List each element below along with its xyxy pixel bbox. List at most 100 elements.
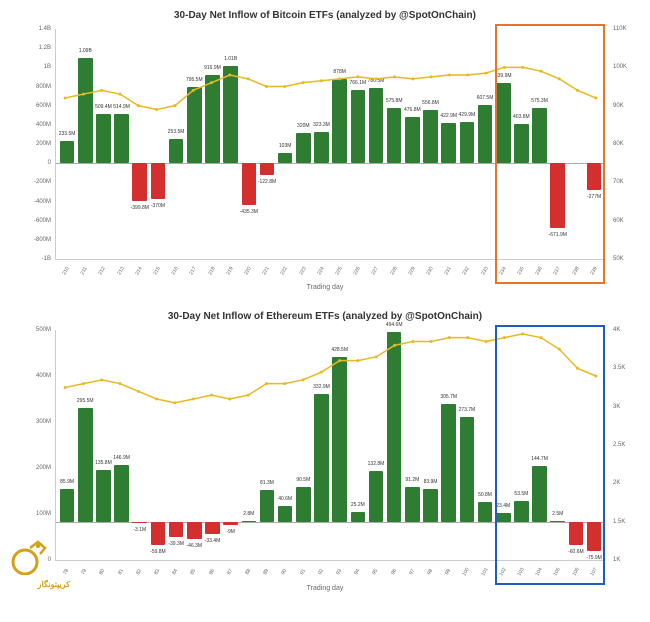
bar: -59.8M bbox=[151, 522, 166, 545]
bar: 2.5M bbox=[550, 521, 565, 522]
bar-label: 575.8M bbox=[386, 98, 403, 104]
bar-slot: -39.3M bbox=[168, 330, 184, 560]
bar-slot: 766.1M bbox=[350, 29, 366, 259]
x-tick: 102 bbox=[496, 563, 509, 580]
bar-label: -3.1M bbox=[133, 527, 146, 533]
logo-text: کریپتونگار bbox=[10, 580, 70, 589]
x-tick: 238 bbox=[569, 262, 582, 279]
bar-slot: 81.3M bbox=[259, 330, 275, 560]
x-tick: 104 bbox=[533, 563, 546, 580]
bar: 85.9M bbox=[60, 489, 75, 522]
bar: 428.5M bbox=[332, 357, 347, 521]
eth-x-axis: 7879808182838485868788899091929394959697… bbox=[55, 561, 605, 575]
bar-label: -122.8M bbox=[258, 179, 276, 185]
bar: 1.01B bbox=[223, 66, 238, 163]
bar: 2.8M bbox=[242, 521, 257, 522]
bar-slot: 429.9M bbox=[459, 29, 475, 259]
x-tick: 81 bbox=[114, 563, 127, 580]
bar-label: 332.9M bbox=[313, 384, 330, 390]
bar-slot: -59.8M bbox=[150, 330, 166, 560]
x-tick: 92 bbox=[314, 563, 327, 580]
x-tick: 100 bbox=[460, 563, 473, 580]
bar-slot: 132.8M bbox=[368, 330, 384, 560]
x-tick: 230 bbox=[424, 262, 437, 279]
x-tick: 237 bbox=[551, 262, 564, 279]
x-tick: 95 bbox=[369, 563, 382, 580]
bar: 295.5M bbox=[78, 408, 93, 521]
bar-label: 422.9M bbox=[440, 113, 457, 119]
x-tick: 101 bbox=[478, 563, 491, 580]
bar-slot: 514.9M bbox=[114, 29, 130, 259]
bar-slot: -399.8M bbox=[132, 29, 148, 259]
bar-label: 403.8M bbox=[513, 114, 530, 120]
bar-slot: 2.8M bbox=[241, 330, 257, 560]
bar-slot: 323.3M bbox=[313, 29, 329, 259]
bar: 320M bbox=[296, 133, 311, 164]
x-tick: 82 bbox=[132, 563, 145, 580]
bar-slot: 607.5M bbox=[477, 29, 493, 259]
bar-label: -9M bbox=[226, 529, 235, 535]
bar-slot: 144.7M bbox=[531, 330, 547, 560]
bar: 780.5M bbox=[369, 88, 384, 163]
x-tick: 226 bbox=[351, 262, 364, 279]
x-tick: 91 bbox=[296, 563, 309, 580]
eth-y-axis-left: 0100M200M300M400M500M bbox=[11, 330, 51, 560]
bar-slot: -277M bbox=[586, 29, 602, 259]
bar-slot: 509.4M bbox=[95, 29, 111, 259]
bar-label: 1.01B bbox=[224, 56, 237, 62]
bar: 575.8M bbox=[387, 108, 402, 163]
x-tick: 211 bbox=[78, 262, 91, 279]
bar: 514.9M bbox=[114, 114, 129, 163]
bar-slot: 839.9M bbox=[495, 29, 511, 259]
bar-label: -277M bbox=[587, 194, 601, 200]
bar: 403.8M bbox=[514, 124, 529, 163]
bar: -60.6M bbox=[569, 522, 584, 545]
bar-label: 429.9M bbox=[459, 112, 476, 118]
x-tick: 105 bbox=[551, 563, 564, 580]
bar: 40.6M bbox=[278, 506, 293, 522]
bar-label: -39.3M bbox=[168, 541, 184, 547]
bar-slot: -9M bbox=[223, 330, 239, 560]
bar: -39.3M bbox=[169, 522, 184, 537]
bar-slot: 2.5M bbox=[550, 330, 566, 560]
x-tick: 97 bbox=[405, 563, 418, 580]
bar-slot: -3.1M bbox=[132, 330, 148, 560]
x-tick: 87 bbox=[223, 563, 236, 580]
bar-slot: 320M bbox=[295, 29, 311, 259]
bar: 795.5M bbox=[187, 87, 202, 163]
x-tick: 215 bbox=[150, 262, 163, 279]
bar-slot: 50.8M bbox=[477, 330, 493, 560]
bar-slot: -370M bbox=[150, 29, 166, 259]
x-tick: 221 bbox=[260, 262, 273, 279]
x-tick: 223 bbox=[296, 262, 309, 279]
bar: 509.4M bbox=[96, 114, 111, 163]
bar-slot: 90.5M bbox=[295, 330, 311, 560]
bar-slot: 422.9M bbox=[441, 29, 457, 259]
bar-slot: 556.8M bbox=[422, 29, 438, 259]
bar-slot: -46.3M bbox=[186, 330, 202, 560]
x-tick: 98 bbox=[424, 563, 437, 580]
bar-label: -33.4M bbox=[205, 538, 221, 544]
eth-x-label: Trading day bbox=[10, 585, 640, 592]
bar: -3.1M bbox=[132, 522, 147, 523]
bar-slot: 780.5M bbox=[368, 29, 384, 259]
x-tick: 210 bbox=[59, 262, 72, 279]
bar: 135.8M bbox=[96, 470, 111, 522]
x-tick: 99 bbox=[442, 563, 455, 580]
bar: -277M bbox=[587, 163, 602, 190]
bar-label: 103M bbox=[279, 143, 292, 149]
x-tick: 84 bbox=[169, 563, 182, 580]
bar: 253.5M bbox=[169, 139, 184, 163]
bar-label: 766.1M bbox=[349, 80, 366, 86]
x-tick: 80 bbox=[96, 563, 109, 580]
eth-bars: 85.9M295.5M135.8M146.9M-3.1M -59.8M-39.3M… bbox=[56, 330, 605, 560]
x-tick: 236 bbox=[533, 262, 546, 279]
bar-slot: 233.5M bbox=[59, 29, 75, 259]
bar: 273.7M bbox=[460, 417, 475, 522]
bar-label: -671.9M bbox=[549, 232, 567, 238]
bar-slot: 273.7M bbox=[459, 330, 475, 560]
bar-slot: 146.9M bbox=[114, 330, 130, 560]
bar-label: 2.5M bbox=[552, 511, 563, 517]
x-tick: 103 bbox=[515, 563, 528, 580]
bar-label: 90.5M bbox=[296, 477, 310, 483]
